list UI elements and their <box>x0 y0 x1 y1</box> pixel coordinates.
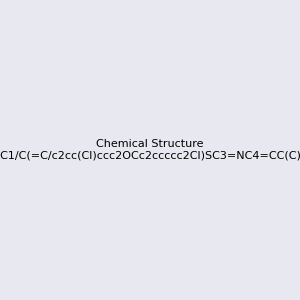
Text: Chemical Structure
O=C1/C(=C/c2cc(Cl)ccc2OCc2ccccc2Cl)SC3=NC4=CC(C)=C: Chemical Structure O=C1/C(=C/c2cc(Cl)ccc… <box>0 139 300 161</box>
